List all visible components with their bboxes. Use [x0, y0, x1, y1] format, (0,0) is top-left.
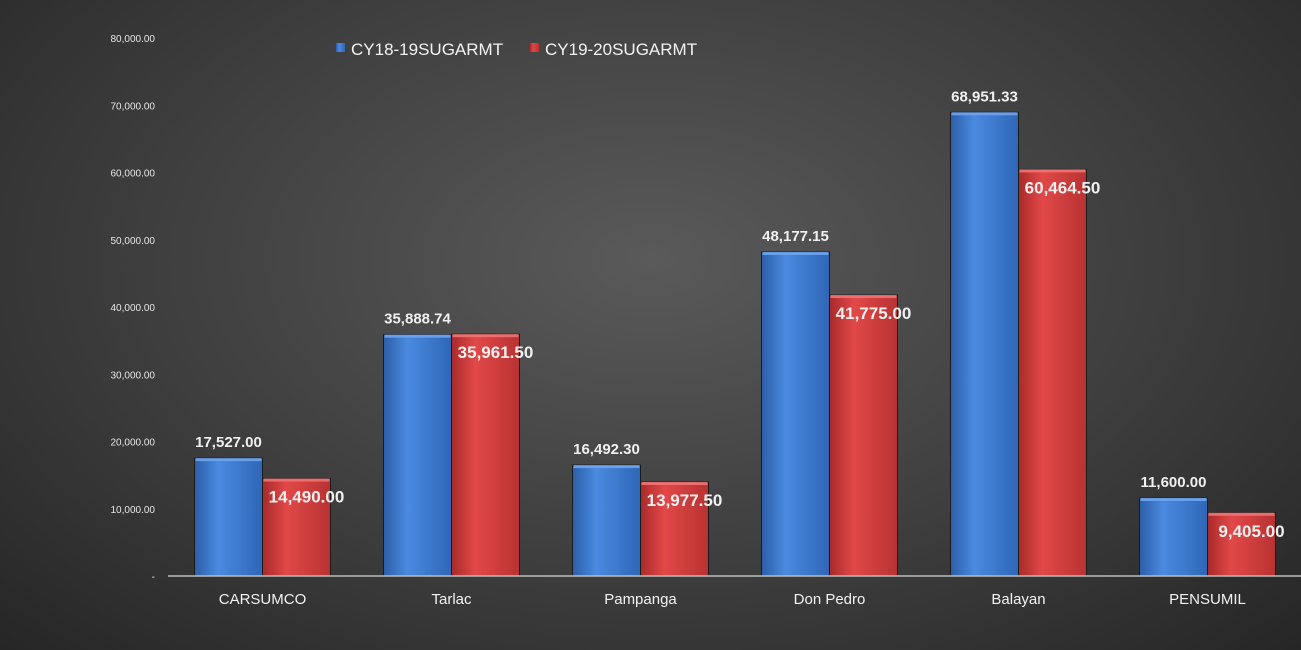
y-tick-label: 40,000.00 [111, 303, 156, 314]
y-tick-label: 70,000.00 [111, 101, 156, 112]
bar [640, 481, 709, 577]
bar-top-highlight [1208, 512, 1275, 516]
data-labels: 17,527.00 14,490.00 35,888.74 35,961.50 16,4… [195, 88, 1284, 540]
bar [829, 294, 898, 577]
bar [1018, 168, 1087, 577]
y-tick-label: - [152, 572, 155, 583]
x-tick-label: Balayan [991, 591, 1045, 608]
data-label: 17,527.00 [195, 434, 262, 451]
bar-top-highlight [573, 465, 640, 469]
bar [761, 251, 830, 577]
data-label: 9,405.00 [1218, 522, 1284, 541]
data-label: 41,775.00 [836, 304, 912, 323]
bar-top-highlight [830, 295, 897, 299]
y-tick-label: 20,000.00 [111, 438, 156, 449]
y-tick-label: 60,000.00 [111, 169, 156, 180]
bar [1139, 497, 1208, 577]
bar-top-highlight [263, 478, 330, 482]
bar-top-highlight [1140, 497, 1207, 501]
data-label: 16,492.30 [573, 441, 640, 458]
bar-top-highlight [1019, 169, 1086, 173]
x-tick-label: Pampanga [604, 591, 677, 608]
legend-label: CY19-20SUGARMT [545, 40, 697, 59]
data-label: 35,888.74 [384, 311, 451, 328]
x-tick-label: CARSUMCO [219, 591, 307, 608]
bar [262, 478, 331, 577]
bar [572, 464, 641, 577]
bar [383, 334, 452, 577]
y-axis: - 10,000.00 20,000.00 30,000.00 40,000.00 50,… [111, 34, 156, 583]
x-tick-label: Tarlac [431, 591, 472, 608]
data-label: 60,464.50 [1025, 178, 1101, 197]
y-tick-label: 80,000.00 [111, 34, 156, 45]
x-tick-label: Don Pedro [794, 591, 866, 608]
legend-label: CY18-19SUGARMT [351, 40, 503, 59]
legend: CY18-19SUGARMT CY19-20SUGARMT [336, 40, 697, 59]
x-tick-label: PENSUMIL [1169, 591, 1246, 608]
bars [194, 111, 1276, 577]
y-tick-label: 30,000.00 [111, 370, 156, 381]
bar-top-highlight [641, 482, 708, 486]
bar-top-highlight [384, 334, 451, 338]
data-label: 48,177.15 [762, 228, 829, 245]
bar [950, 111, 1019, 577]
bar [194, 457, 263, 577]
data-label: 35,961.50 [458, 343, 534, 362]
y-tick-label: 10,000.00 [111, 505, 156, 516]
data-label: 68,951.33 [951, 88, 1018, 105]
data-label: 13,977.50 [647, 491, 723, 510]
legend-swatch [530, 43, 539, 52]
legend-swatch [336, 43, 345, 52]
y-tick-label: 50,000.00 [111, 236, 156, 247]
bar-top-highlight [951, 112, 1018, 116]
data-label: 11,600.00 [1141, 474, 1207, 491]
bar [451, 333, 520, 577]
data-label: 14,490.00 [269, 488, 345, 507]
bar-top-highlight [195, 458, 262, 462]
bar-top-highlight [762, 252, 829, 256]
bar-top-highlight [452, 334, 519, 338]
x-axis: CARSUMCO Tarlac Pampanga Don Pedro Balayan PE… [219, 591, 1246, 608]
